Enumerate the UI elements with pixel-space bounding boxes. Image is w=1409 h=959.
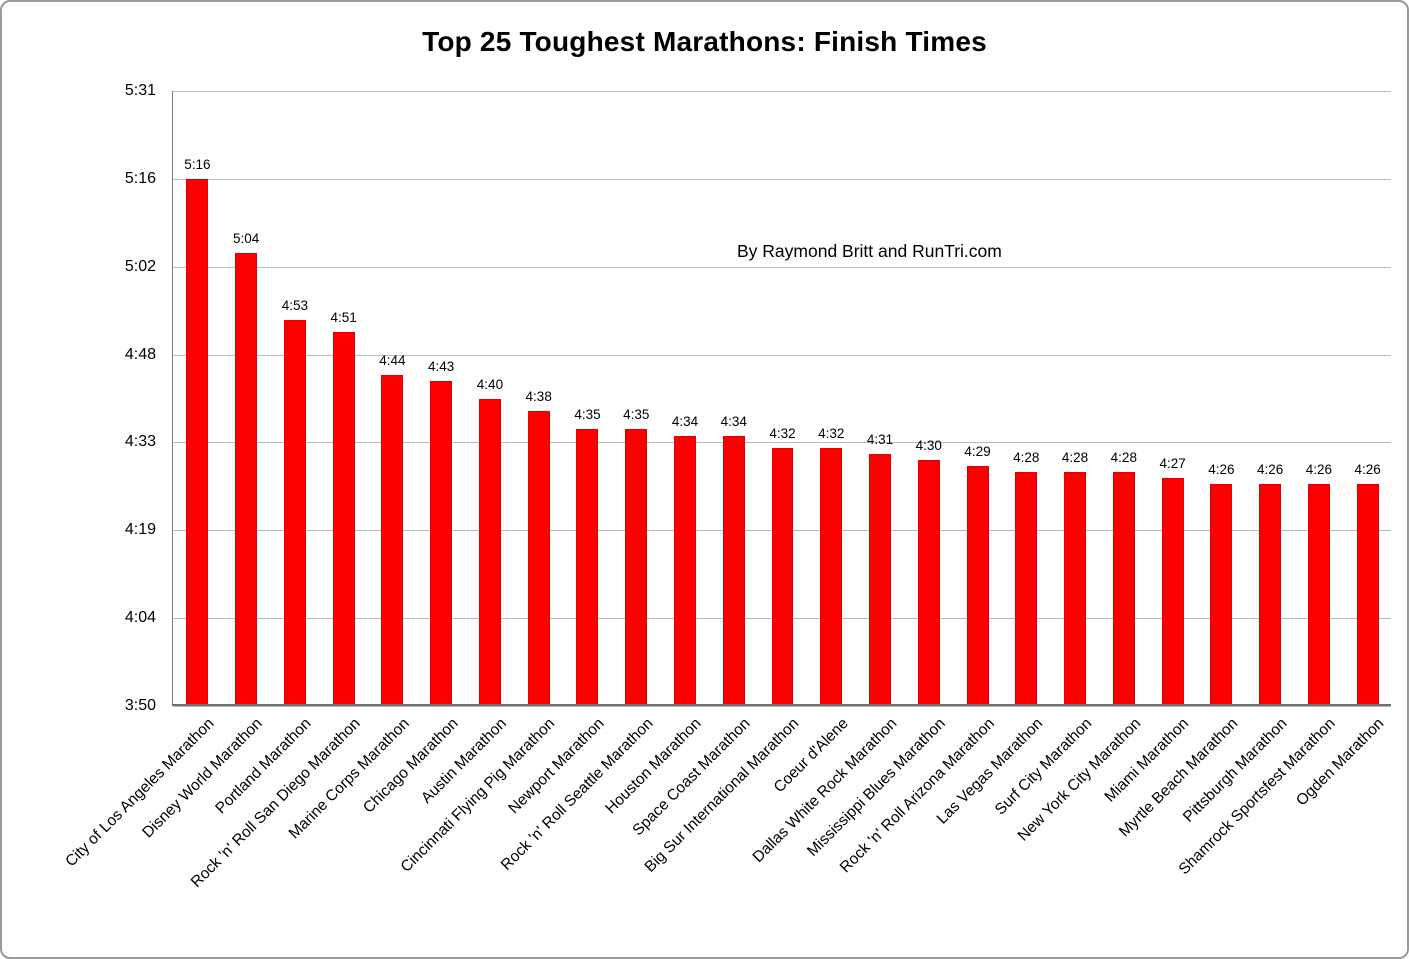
x-tick-label: Rock 'n' Roll Seattle Marathon xyxy=(497,715,657,874)
bar-value-label: 4:35 xyxy=(574,407,601,423)
bar xyxy=(674,435,696,704)
bar xyxy=(527,411,550,704)
bar xyxy=(1307,484,1330,704)
y-tick-label: 4:33 xyxy=(124,433,156,451)
bar-value-label: 4:44 xyxy=(379,352,406,368)
y-tick-label: 5:31 xyxy=(124,82,156,99)
gridline xyxy=(173,91,1391,92)
x-tick-label: Big Sur International Marathon xyxy=(641,715,803,876)
bar-value-label: 5:04 xyxy=(232,230,260,246)
y-axis: 5:31 5:16 5:02 4:48 4:33 4:19 4:04 3:50 xyxy=(2,2,160,957)
gridline xyxy=(173,266,1391,268)
x-tick-label: Surf City Marathon xyxy=(991,715,1096,819)
bar xyxy=(771,447,794,704)
bar xyxy=(1064,472,1087,704)
bar xyxy=(430,380,453,704)
bar-value-label: 4:38 xyxy=(525,389,552,405)
chart-title: Top 25 Toughest Marathons: Finish Times xyxy=(422,26,987,57)
bar-value-label: 4:29 xyxy=(964,444,991,460)
x-tick-label: Houston Marathon xyxy=(602,715,706,818)
x-tick-label: Newport Marathon xyxy=(505,715,608,818)
bar xyxy=(966,466,989,704)
bar xyxy=(722,435,745,704)
bar xyxy=(1356,484,1379,704)
x-tick-label: Dallas White Rock Marathon xyxy=(749,715,901,866)
bar xyxy=(478,398,501,704)
x-tick-label: Rock 'n' Roll San Diego Marathon xyxy=(187,715,364,891)
x-tick-label: Portland Marathon xyxy=(212,715,315,818)
x-tick-label: Mississippi Blues Marathon xyxy=(803,715,949,860)
gridline xyxy=(173,706,1391,707)
bar xyxy=(576,429,599,704)
y-tick-label: 5:16 xyxy=(124,169,156,187)
bar-value-label: 4:51 xyxy=(330,309,357,325)
x-tick-label: Shamrock Sportsfest Marathon xyxy=(1175,715,1339,879)
bar-value-label: 4:32 xyxy=(818,425,845,441)
bar-value-label: 5:16 xyxy=(184,157,211,173)
bar xyxy=(625,429,648,704)
bar xyxy=(332,331,355,704)
bar xyxy=(1210,484,1233,704)
y-tick-label: 4:48 xyxy=(124,345,156,363)
bar xyxy=(1112,472,1135,704)
x-tick-label: Cincinnati Flying Pig Marathon xyxy=(398,715,559,876)
bar xyxy=(820,447,843,704)
bar-value-label: 4:34 xyxy=(671,413,699,429)
bar-value-label: 4:28 xyxy=(1110,450,1137,466)
x-tick-label: Miami Marathon xyxy=(1102,715,1193,806)
bar-value-label: 4:32 xyxy=(769,425,796,441)
bar-value-label: 4:26 xyxy=(1256,462,1284,478)
y-tick-label: 4:04 xyxy=(124,609,156,627)
plot-area: 5:16 5:04 4:53 4:51 4:44 4:43 4:40 4:38 4:35 4:35… xyxy=(172,91,1391,707)
bar xyxy=(381,374,404,704)
x-tick-label: Ogden Marathon xyxy=(1293,715,1388,810)
chart-annotation: By Raymond Britt and RunTri.com xyxy=(737,241,1002,261)
bar-value-label: 4:34 xyxy=(720,413,747,429)
bar-value-label: 4:26 xyxy=(1305,462,1332,478)
bar-value-label: 4:26 xyxy=(1208,462,1235,478)
x-tick-label: Las Vegas Marathon xyxy=(933,715,1047,828)
x-tick-label: Myrtle Beach Marathon xyxy=(1116,715,1242,841)
bar xyxy=(1015,472,1038,704)
x-tick-label: Space Coast Marathon xyxy=(629,715,754,840)
bar xyxy=(1259,484,1282,704)
bar-value-label: 4:28 xyxy=(1061,450,1089,466)
gridline xyxy=(173,354,1391,356)
y-tick-label: 3:50 xyxy=(124,697,156,714)
bar-value-label: 4:40 xyxy=(476,376,504,392)
x-tick-label: Rock 'n' Roll Arizona Marathon xyxy=(836,715,998,877)
x-tick-label: Marine Corps Marathon xyxy=(285,715,413,843)
y-tick-label: 5:02 xyxy=(124,257,156,275)
bar xyxy=(235,252,258,704)
gridline xyxy=(173,442,1391,444)
y-tick-label: 4:19 xyxy=(124,521,156,539)
x-tick-label: Pittsburgh Marathon xyxy=(1179,715,1291,826)
bar-value-label: 4:28 xyxy=(1013,450,1040,466)
x-tick-label: New York City Marathon xyxy=(1014,715,1144,845)
bar-value-label: 4:27 xyxy=(1159,456,1186,472)
bar-value-label: 4:53 xyxy=(281,297,309,313)
bar xyxy=(186,179,209,704)
bar xyxy=(869,453,891,704)
x-tick-label: Chicago Marathon xyxy=(359,715,462,817)
x-tick-label: Austin Marathon xyxy=(418,715,510,807)
bar xyxy=(1161,478,1184,704)
bar-value-label: 4:43 xyxy=(428,358,455,374)
bar-value-label: 4:30 xyxy=(915,437,942,453)
x-tick-label: Coeur d'Alene xyxy=(770,715,852,797)
bar-value-label: 4:26 xyxy=(1354,462,1381,478)
bar xyxy=(917,459,940,704)
gridline xyxy=(173,178,1391,180)
bar xyxy=(283,319,306,704)
bar-value-label: 4:31 xyxy=(866,431,894,447)
bar-value-label: 4:35 xyxy=(623,407,650,423)
